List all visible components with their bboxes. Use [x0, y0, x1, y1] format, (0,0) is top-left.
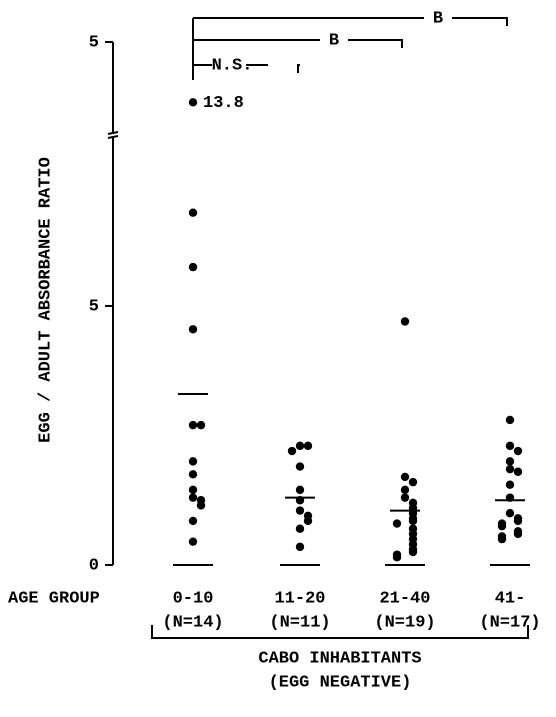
data-point: [188, 485, 198, 495]
data-point: [295, 542, 305, 552]
data-point: [188, 98, 198, 107]
data-point: [392, 519, 402, 528]
data-point: [392, 553, 402, 562]
comparison-bracket: [469, 17, 508, 26]
data-point: [188, 493, 198, 502]
data-point: [188, 208, 198, 217]
group-bracket: [151, 625, 529, 639]
comparison-bracket: [297, 64, 300, 73]
data-point: [505, 441, 515, 451]
data-point: [513, 516, 523, 526]
data-point: [505, 464, 515, 474]
n-label: (N=19): [374, 613, 435, 632]
data-point: [295, 506, 305, 515]
data-point: [287, 446, 297, 456]
data-point: [196, 420, 206, 430]
data-point: [196, 501, 206, 510]
data-point: [400, 493, 410, 502]
axis-break: [107, 135, 119, 139]
data-point: [188, 420, 198, 430]
comparison-label: B: [329, 31, 339, 50]
axis-break: [107, 131, 119, 135]
group-label: CABO INHABITANTS: [258, 649, 421, 668]
y-tick-label: 5: [89, 33, 99, 52]
data-point: [188, 537, 198, 546]
x-axis-label: AGE GROUP: [8, 589, 100, 608]
data-point: [400, 317, 410, 326]
data-point: [188, 516, 198, 526]
data-point: [513, 529, 523, 539]
x-tick-label: 21-40: [379, 589, 430, 608]
data-point: [408, 516, 418, 526]
n-label: (N=17): [479, 613, 540, 632]
data-point: [303, 516, 313, 526]
comparison-label: B: [433, 9, 443, 28]
data-point: [400, 472, 410, 482]
data-point: [188, 457, 198, 466]
n-label: (N=14): [162, 613, 223, 632]
data-point: [188, 470, 198, 479]
y-axis-label: EGG / ADULT ABSORBANCE RATIO: [36, 157, 55, 443]
data-point: [505, 480, 515, 489]
data-point: [408, 477, 418, 487]
data-point: [505, 508, 515, 518]
data-point: [408, 547, 418, 557]
annotation: 13.8: [203, 94, 244, 113]
data-point: [295, 524, 305, 533]
data-point: [513, 446, 523, 456]
data-point: [505, 457, 515, 466]
data-point: [303, 441, 313, 451]
data-point: [497, 534, 507, 544]
x-tick-label: 11-20: [274, 589, 325, 608]
data-point: [188, 262, 198, 272]
n-label: (N=11): [269, 613, 330, 632]
comparison-label: N.S.: [212, 56, 253, 75]
data-point: [497, 521, 507, 531]
data-point: [188, 325, 198, 334]
group-label: (EGG NEGATIVE): [269, 673, 412, 692]
data-point: [505, 415, 515, 425]
comparison-bracket: [364, 39, 403, 48]
data-point: [295, 485, 305, 495]
x-tick-label: 41-: [495, 589, 526, 608]
x-tick-label: 0-10: [173, 589, 214, 608]
data-point: [513, 467, 523, 476]
data-point: [400, 485, 410, 495]
y-tick-label: 5: [89, 297, 99, 316]
data-point: [295, 441, 305, 451]
data-point: [295, 462, 305, 471]
y-tick-label: 0: [89, 556, 99, 575]
